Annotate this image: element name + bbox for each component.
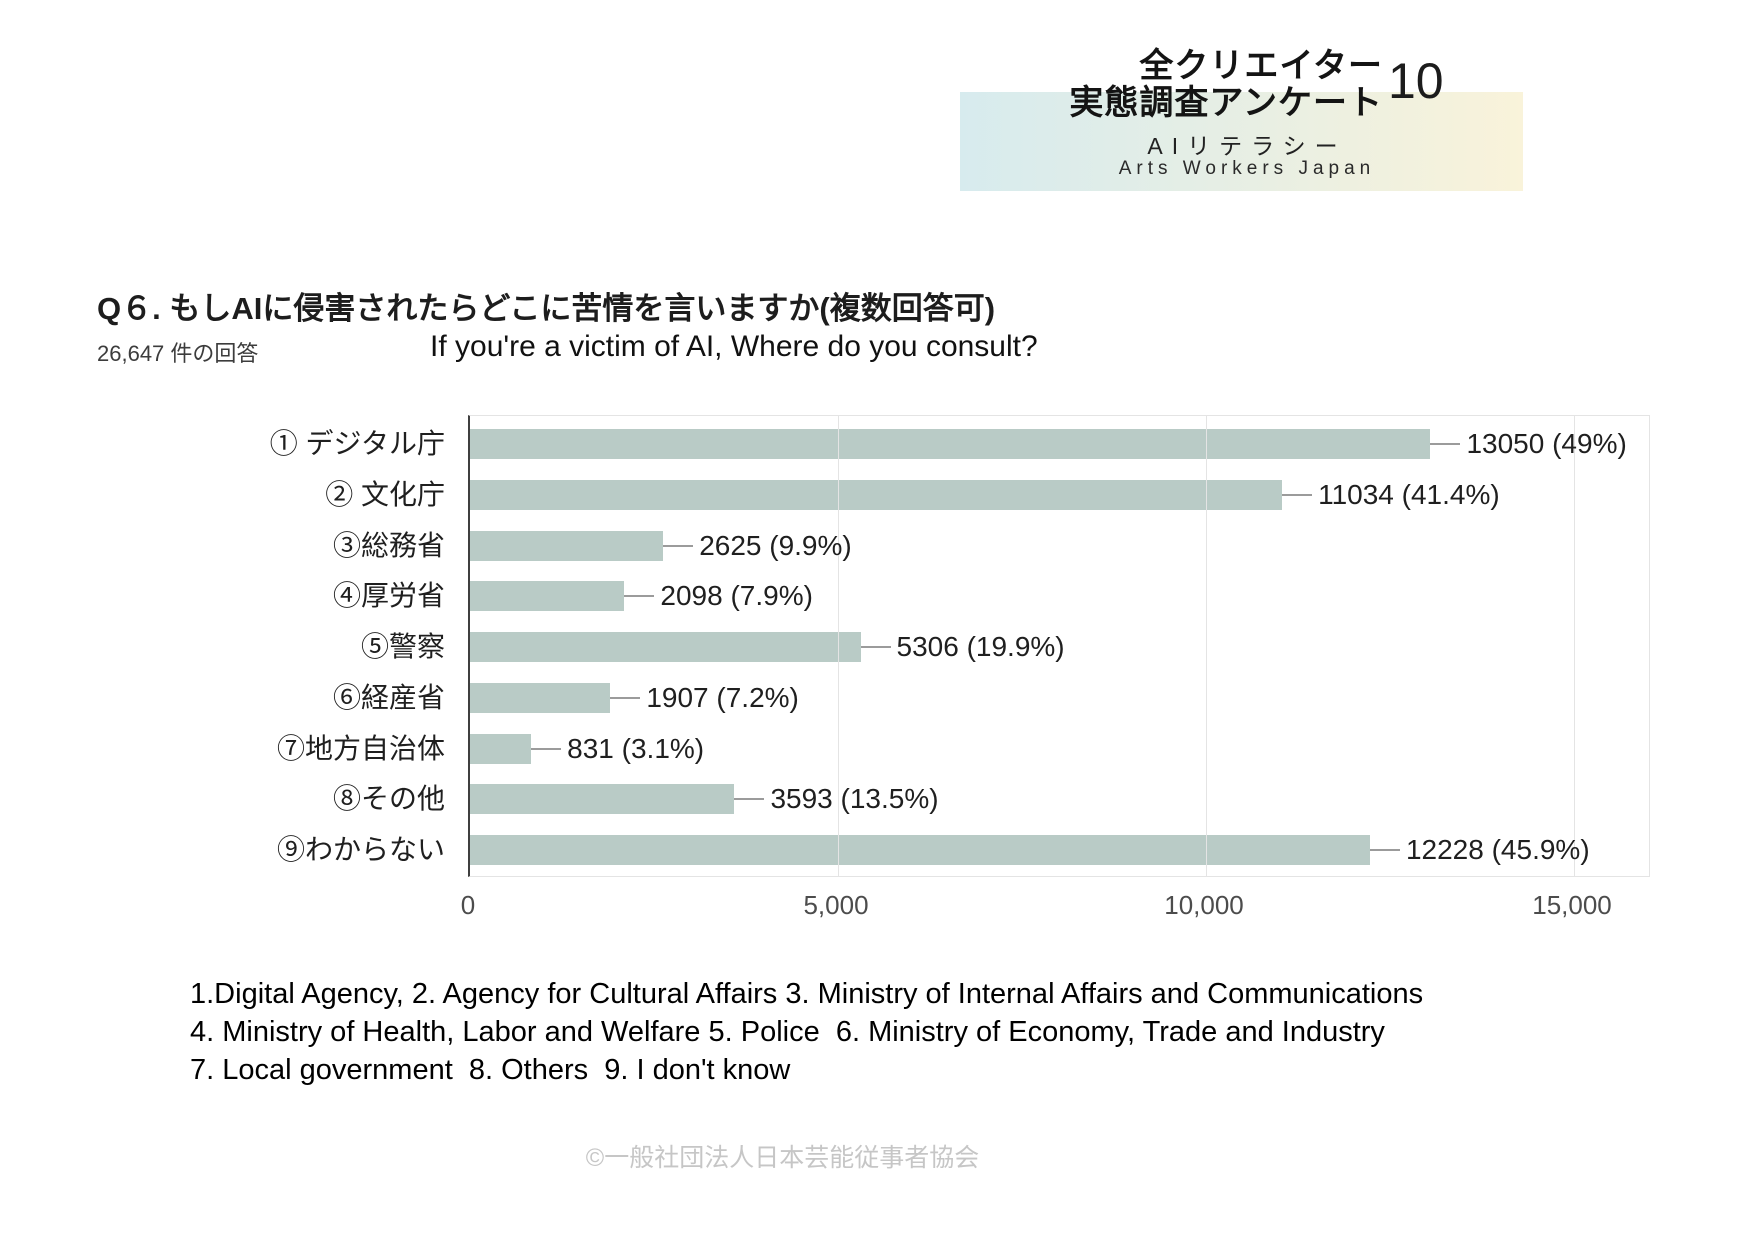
value-connector-line (610, 696, 641, 699)
header-organization: Arts Workers Japan (1118, 158, 1376, 179)
value-label: 2098 (7.9%) (660, 580, 813, 612)
category-label: ⑦地方自治体 (276, 732, 445, 764)
value-label: 11034 (41.4%) (1318, 478, 1500, 510)
x-axis-tick-label: 0 (460, 890, 476, 920)
copyright-footer: ©一般社団法人日本芸能従事者協会 (585, 1144, 980, 1172)
bar (470, 632, 861, 662)
value-label: 5306 (19.9%) (896, 631, 1065, 662)
bar (470, 784, 735, 815)
x-axis-tick-label: 15,000 (1532, 890, 1612, 920)
page-number: 10 (1388, 53, 1444, 109)
category-label: ⑨わからない (276, 834, 445, 865)
category-label: ⑥経産省 (332, 681, 445, 713)
bar (470, 682, 611, 713)
bar-chart: 13050 (49%) 11034 (41.4%) 2625 (9.9%) 2098 … (0, 415, 1755, 955)
value-connector-line (734, 798, 765, 801)
x-axis-tick-label: 10,000 (1164, 890, 1244, 920)
legend-translation-line1: 1.Digital Agency, 2. Agency for Cultural… (190, 978, 1424, 1010)
bar (470, 835, 1370, 865)
response-count: 26,647 件の回答 (97, 341, 259, 366)
value-connector-line (1369, 849, 1400, 851)
category-label: ⑧その他 (332, 783, 445, 815)
value-label: 1907 (7.2%) (646, 681, 799, 713)
legend-translation-line2: 4. Ministry of Health, Labor and Welfare… (190, 1016, 1385, 1048)
header-gradient-band (960, 92, 1523, 191)
value-connector-line (1282, 493, 1313, 496)
question-title: Q６. もしAIに侵害されたらどこに苦情を言いますか(複数回答可) (97, 291, 996, 326)
category-label: ② 文化庁 (325, 478, 445, 510)
value-connector-line (624, 595, 655, 598)
value-connector-line (860, 646, 891, 648)
header-title-line1: 全クリエイター (1139, 47, 1383, 85)
value-connector-line (663, 544, 694, 547)
category-label: ① デジタル庁 (269, 428, 445, 459)
gridline (1574, 416, 1575, 876)
plot-area: 13050 (49%) 11034 (41.4%) 2625 (9.9%) 2098 … (468, 415, 1650, 877)
value-label: 3593 (13.5%) (770, 783, 939, 815)
value-label: 2625 (9.9%) (699, 529, 852, 561)
value-label: 13050 (49%) (1466, 428, 1627, 459)
bar (470, 581, 625, 612)
value-connector-line (531, 747, 562, 750)
header-subtitle: AIリテラシー (1147, 133, 1347, 159)
category-label: ⑤警察 (360, 631, 445, 662)
header-title-line2: 実態調査アンケート (1069, 84, 1383, 122)
bar (470, 733, 532, 764)
x-axis-tick-label: 5,000 (803, 890, 869, 920)
value-label: 12228 (45.9%) (1405, 834, 1590, 865)
legend-translation: 1.Digital Agency, 2. Agency for Cultural… (190, 975, 1423, 1089)
header-title: 全クリエイター 実態調査アンケート (783, 48, 1383, 122)
question-subtitle-english: If you're a victim of AI, Where do you c… (430, 330, 1038, 363)
value-label: 831 (3.1%) (567, 732, 705, 764)
bar (470, 429, 1431, 459)
bar (470, 530, 664, 561)
bar (470, 479, 1283, 510)
legend-translation-line3: 7. Local government 8. Others 9. I don't… (190, 1054, 791, 1086)
gridline (1206, 416, 1207, 876)
value-connector-line (1430, 443, 1461, 445)
gridline (838, 416, 839, 876)
category-label: ④厚労省 (332, 580, 445, 612)
category-label: ③総務省 (332, 529, 445, 561)
